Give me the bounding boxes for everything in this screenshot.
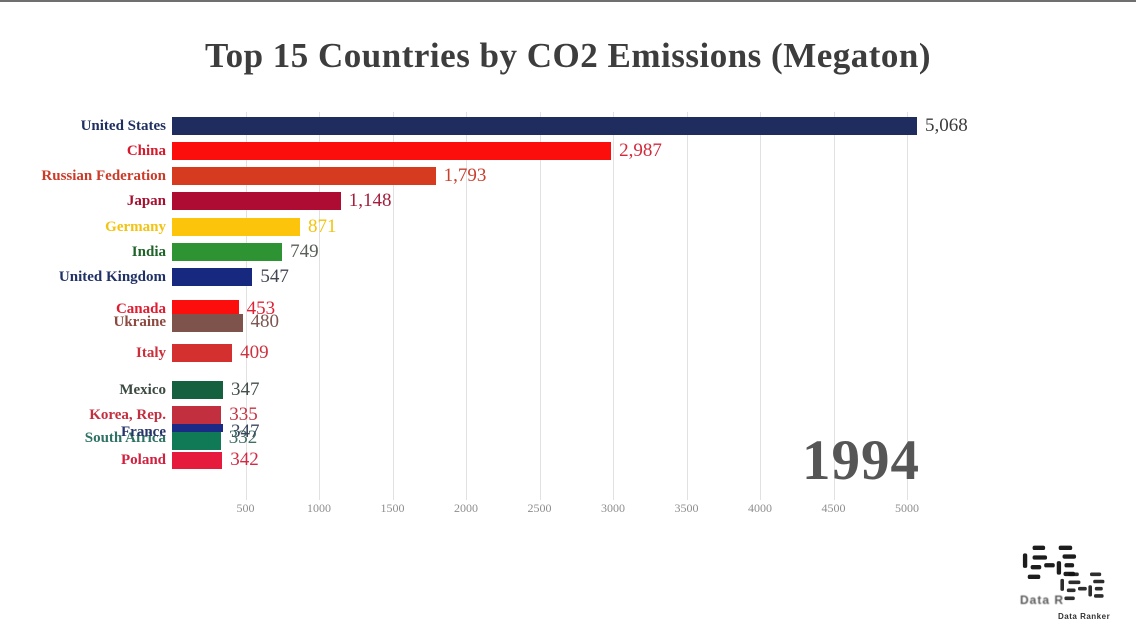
- x-tick-label: 3000: [601, 501, 625, 515]
- bar-ukraine: [172, 314, 243, 332]
- bar-south-africa: [172, 431, 221, 450]
- x-tick-label: 4000: [748, 501, 772, 515]
- country-label: Japan: [126, 193, 166, 209]
- bar-united-kingdom: [172, 268, 252, 286]
- data-ranker-logo-ghost: Data Ranker: [1058, 572, 1110, 621]
- x-gridline: [833, 112, 835, 500]
- x-tick-label: 1000: [307, 501, 331, 515]
- data-ranker-wordmark-small: Data Ranker: [1058, 612, 1111, 621]
- country-label: Canada: [115, 301, 166, 317]
- x-tick-label: 5000: [895, 501, 919, 515]
- bar-mexico: [172, 381, 223, 399]
- value-label: 335: [229, 404, 258, 425]
- bar-germany: [172, 218, 300, 236]
- country-label: South Africa: [84, 430, 166, 446]
- x-tick-label: 1500: [380, 501, 405, 515]
- value-label: 342: [230, 449, 259, 470]
- x-gridline: [392, 112, 394, 500]
- value-label: 2,987: [619, 140, 662, 161]
- bar-japan: [172, 192, 341, 210]
- country-label: India: [131, 244, 166, 260]
- x-gridline: [539, 112, 541, 500]
- value-label: 749: [290, 241, 319, 262]
- x-tick-label: 3500: [674, 501, 699, 515]
- x-tick-label: 500: [236, 501, 255, 515]
- bar-france: [172, 424, 223, 432]
- x-gridline: [466, 112, 467, 500]
- country-label: Ukraine: [113, 314, 167, 330]
- value-label: 409: [240, 342, 269, 363]
- country-label: China: [126, 143, 166, 159]
- bar-poland: [172, 452, 222, 469]
- x-tick-label: 2500: [527, 501, 552, 515]
- bar-india: [172, 243, 282, 261]
- country-label: Poland: [120, 452, 166, 468]
- country-label: United States: [80, 118, 166, 134]
- x-gridline: [319, 112, 320, 500]
- value-label: 547: [260, 266, 289, 287]
- x-gridline: [907, 112, 908, 500]
- country-label: France: [121, 424, 166, 440]
- bar-canada: [172, 300, 239, 315]
- bar-china: [172, 142, 611, 160]
- bar-russian-federation: [172, 167, 436, 185]
- bar-italy: [172, 344, 232, 362]
- value-label: 453: [246, 298, 276, 319]
- value-label: 1,148: [348, 190, 392, 211]
- x-tick-label: 4500: [821, 501, 846, 515]
- value-label: 347: [231, 379, 260, 400]
- country-label: Russian Federation: [41, 168, 166, 184]
- x-gridline: [760, 112, 761, 500]
- year-label: 1994: [802, 429, 920, 492]
- country-label: Korea, Rep.: [89, 407, 166, 423]
- x-tick-label: 2000: [454, 501, 478, 515]
- data-ranker-wordmark-large: Data R: [1020, 593, 1065, 607]
- x-gridline: [245, 112, 247, 500]
- value-label: 5,068: [924, 115, 968, 136]
- data-ranker-logo: Data R: [1020, 545, 1078, 607]
- value-label: 871: [308, 216, 337, 237]
- country-label: Mexico: [119, 382, 166, 398]
- x-gridline: [613, 112, 614, 500]
- country-label: United Kingdom: [58, 269, 166, 285]
- chart-title: Top 15 Countries by CO2 Emissions (Megat…: [204, 36, 932, 75]
- value-label: 332: [228, 427, 258, 448]
- country-label: Italy: [136, 345, 166, 361]
- data-ranker-logo-ghost-icon: [1058, 572, 1106, 609]
- bar-korea-rep-: [172, 406, 221, 424]
- value-label: 480: [250, 311, 280, 332]
- top-edge-strip: [0, 0, 1136, 2]
- x-gridline: [686, 112, 688, 500]
- value-label: 1,793: [443, 165, 487, 186]
- data-ranker-logo-icon: [1020, 545, 1078, 589]
- country-label: Germany: [105, 219, 166, 235]
- value-label: 347: [231, 421, 260, 442]
- bar-united-states: [172, 117, 917, 135]
